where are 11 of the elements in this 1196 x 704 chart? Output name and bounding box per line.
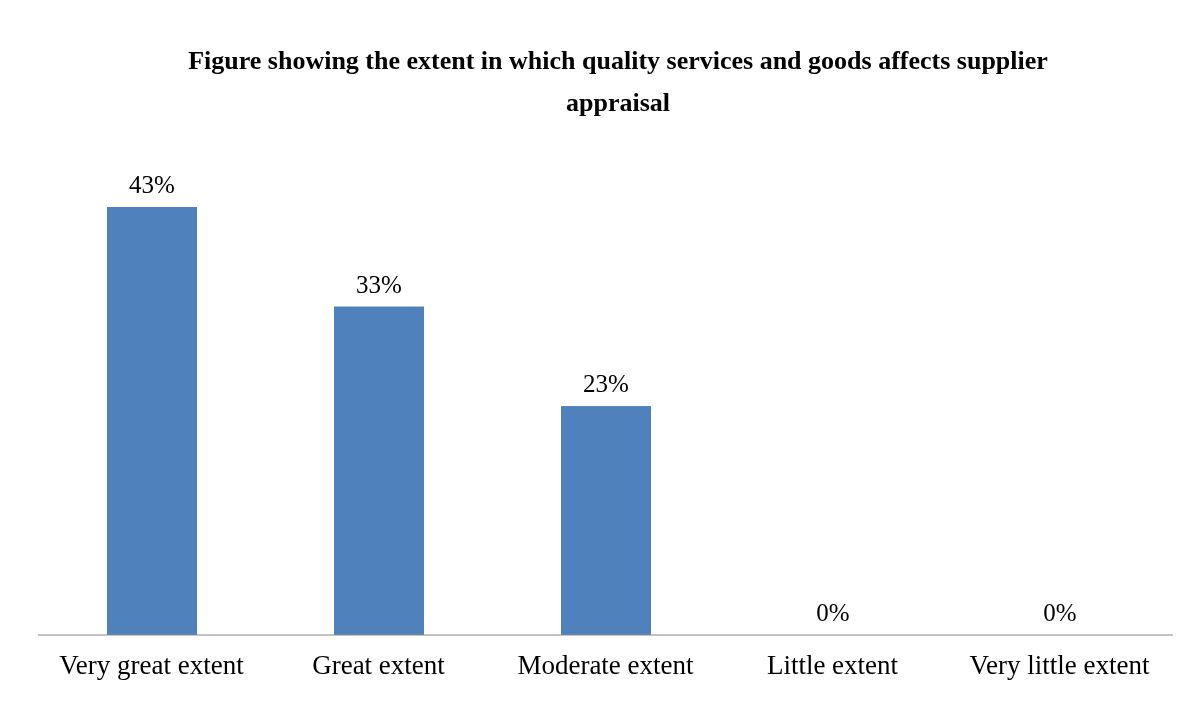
x-tick-label: Very great extent <box>59 650 245 681</box>
x-tick-label: Moderate extent <box>517 650 695 681</box>
x-tick-label: Very little extent <box>969 650 1150 681</box>
x-tick-label: Great extent <box>312 650 446 681</box>
chart-title: Figure showing the extent in which quality services and goods affects supplier appraisal <box>187 45 1049 119</box>
data-label: 0% <box>816 599 850 626</box>
data-label: 23% <box>583 370 629 398</box>
data-label: 0% <box>1043 599 1077 626</box>
data-label: 33% <box>356 270 402 298</box>
x-tick-label: Little extent <box>766 650 899 681</box>
data-label: 43% <box>129 171 175 198</box>
